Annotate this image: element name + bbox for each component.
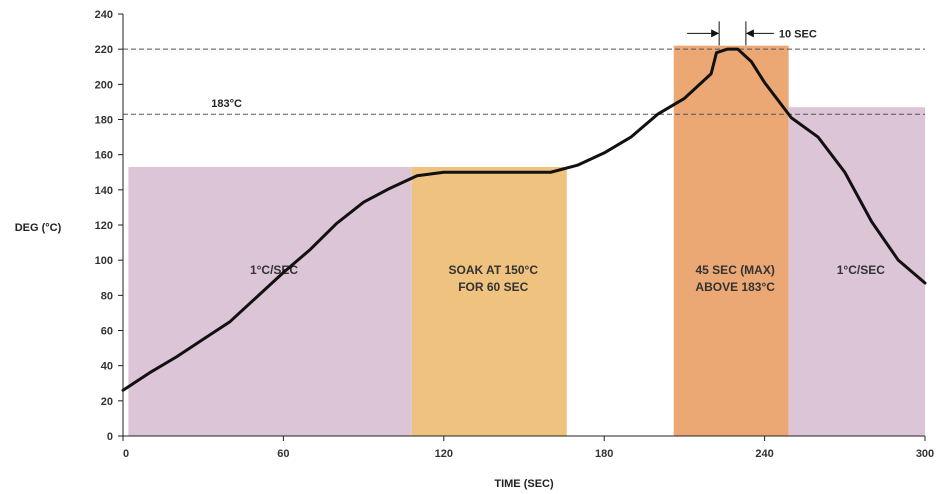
- x-tick-label: 300: [916, 448, 934, 460]
- region-2: [673, 45, 789, 437]
- annotation-right-arrow-head: [745, 29, 754, 38]
- y-tick-label: 120: [95, 220, 113, 232]
- region-label-3: 1°C/SEC: [837, 263, 885, 277]
- region-label-2: 45 SEC (MAX) ABOVE 183°C: [695, 263, 775, 294]
- reference-lines: 183°C: [123, 48, 925, 115]
- x-tick-label: 0: [123, 448, 129, 460]
- y-tick-label: 180: [95, 115, 113, 127]
- region-label-1: SOAK AT 150°C FOR 60 SEC: [449, 263, 539, 294]
- annotations: 10 SEC: [687, 21, 817, 46]
- y-tick-label: 140: [95, 185, 113, 197]
- y-tick-label: 80: [101, 290, 113, 302]
- y-tick-label: 20: [101, 396, 113, 408]
- region-label-line: SOAK AT 150°C: [449, 263, 539, 277]
- y-tick-label: 60: [101, 326, 113, 338]
- y-tick-label: 100: [95, 255, 113, 267]
- x-tick-label: 240: [755, 448, 773, 460]
- y-tick-label: 200: [95, 79, 113, 91]
- axes: 0 20 40 60 80 100 120 140 160 180 200 220 240 0 60 120 1…: [95, 9, 935, 460]
- region-label-line: FOR 60 SEC: [458, 280, 528, 294]
- x-axis-title: TIME (SEC): [494, 478, 554, 490]
- annotation-left-arrow-head: [711, 29, 720, 38]
- y-tick-label: 220: [95, 44, 113, 56]
- region-label-line: 1°C/SEC: [837, 263, 885, 277]
- region-label-line: ABOVE 183°C: [695, 280, 775, 294]
- region-label-line: 45 SEC (MAX): [696, 263, 775, 277]
- y-tick-label: 240: [95, 9, 113, 21]
- x-tick-label: 180: [595, 448, 613, 460]
- reference-line-label-1: 183°C: [211, 98, 242, 110]
- temperature-curve-group: [121, 47, 927, 392]
- region-1: [411, 166, 567, 436]
- region-label-0: 1°C/SEC: [250, 263, 298, 277]
- region-label-line: 1°C/SEC: [250, 263, 298, 277]
- x-tick-label: 60: [277, 448, 289, 460]
- temperature-curve: [121, 47, 927, 392]
- x-tick-label: 120: [435, 448, 453, 460]
- region-3: [788, 107, 925, 437]
- y-tick-label: 40: [101, 361, 113, 373]
- y-tick-label: 0: [107, 431, 113, 443]
- y-axis-title: DEG (°C): [15, 222, 62, 234]
- region-0: [128, 166, 412, 436]
- annotation-label: 10 SEC: [779, 28, 817, 40]
- shaded-regions: 1°C/SEC SOAK AT 150°C FOR 60 SEC 45 SEC (MA…: [128, 45, 925, 437]
- y-tick-label: 160: [95, 150, 113, 162]
